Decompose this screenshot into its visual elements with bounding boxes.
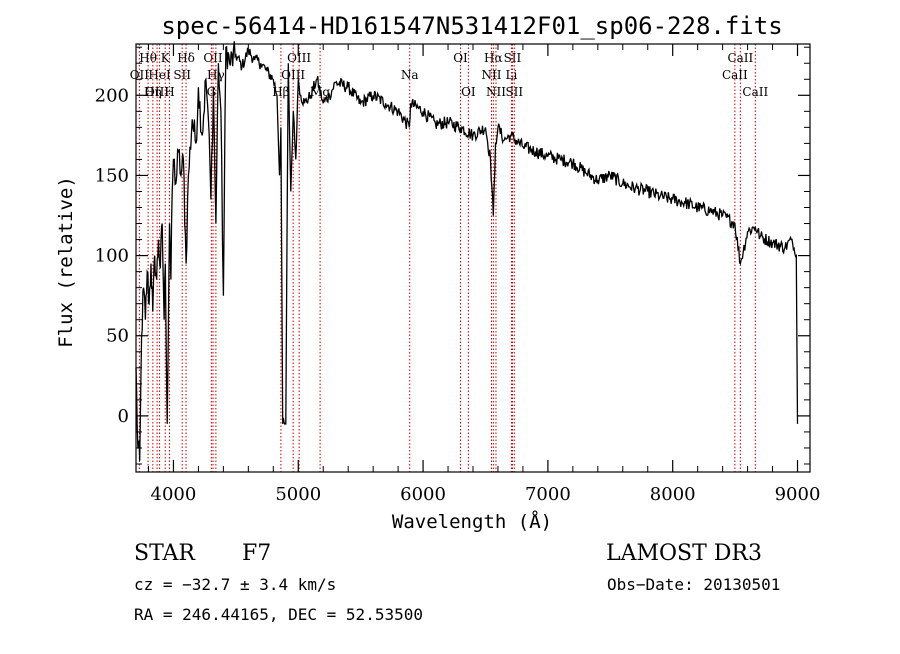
x-tick-label: 9000 (775, 484, 821, 505)
spectrum-series (135, 41, 799, 461)
spectral-line-label: SII (505, 85, 523, 99)
obs-date: Obs−Date: 20130501 (607, 575, 780, 594)
spectral-line-label: OIII (281, 68, 305, 82)
spectral-line-label: OI (453, 51, 468, 65)
spectral-line-label: OIII (287, 51, 311, 65)
spectral-line-label: NII (481, 68, 501, 82)
survey-name: LAMOST DR3 (606, 541, 762, 566)
x-tick-label: 7000 (525, 484, 571, 505)
spectral-line-label: Hη (144, 85, 162, 99)
x-tick-label: 5000 (275, 484, 321, 505)
spectral-line-label: CaII (722, 68, 748, 82)
y-tick-label: 0 (118, 406, 129, 427)
y-tick-label: 200 (95, 85, 129, 106)
x-axis-label: Wavelength (Å) (392, 510, 552, 533)
spectral-line-label: G (207, 85, 217, 99)
spectral-line-label: OIII (145, 85, 169, 99)
spectral-line-label: K (161, 51, 171, 65)
spectral-line-label: Hγ (207, 68, 225, 82)
spectral-line-label: SII (504, 51, 522, 65)
spectral-line-label: OII (203, 51, 223, 65)
spectral-line-label: H (164, 85, 174, 99)
axis-ticks: 4000 5000 6000 7000 8000 9000 0 50 100 150 200 (95, 44, 821, 505)
spectral-line-label: Na (401, 68, 419, 82)
chart-title: spec-56414-HD161547N531412F01_sp06-228.f… (161, 12, 782, 40)
redshift-cz: cz = −32.7 ± 3.4 km/s (134, 575, 336, 594)
y-axis-label: Flux (relative) (55, 176, 77, 348)
spectral-line-label: NII (486, 85, 506, 99)
spectral-line-label: OI (461, 85, 476, 99)
object-class: STAR (134, 541, 196, 566)
object-subclass: F7 (242, 541, 271, 566)
y-tick-label: 100 (95, 246, 129, 267)
plot-frame (135, 43, 811, 473)
y-tick-label: 50 (106, 326, 129, 347)
spectral-line-label: CaII (727, 51, 753, 65)
x-tick-label: 6000 (400, 484, 446, 505)
ra-dec-coords: RA = 246.44165, DEC = 52.53500 (134, 605, 423, 624)
x-tick-label: 8000 (650, 484, 696, 505)
spectral-line-label: CaII (742, 85, 768, 99)
spectral-line-label: Li (506, 68, 518, 82)
spectral-line-label: OII (130, 68, 150, 82)
spectral-line-label: HeI (148, 68, 171, 82)
spectral-line-label: Hα (484, 51, 503, 65)
spectral-line-label: Hδ (177, 51, 195, 65)
x-tick-label: 4000 (151, 484, 197, 505)
y-tick-label: 150 (95, 165, 129, 186)
spectral-line-label: SII (173, 68, 191, 82)
